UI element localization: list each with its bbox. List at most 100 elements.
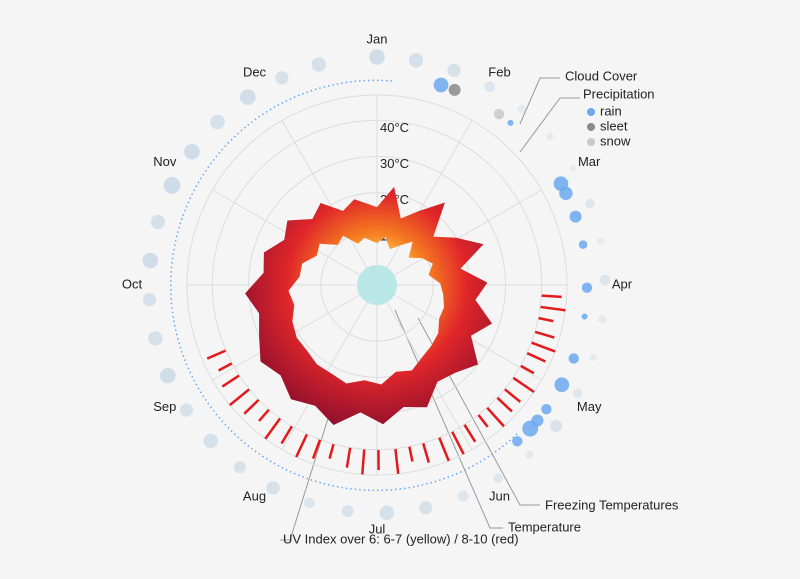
precip-bubble: [512, 436, 523, 447]
precip-bubble: [493, 108, 505, 120]
month-label: Sep: [153, 399, 176, 414]
spoke: [281, 120, 368, 268]
legend-title: Precipitation: [583, 86, 655, 101]
cloud-dot: [596, 237, 605, 246]
uv-bar: [280, 425, 293, 445]
uv-bar: [218, 362, 233, 372]
precip-bubble: [507, 119, 514, 126]
cloud-dot: [275, 71, 289, 85]
month-label: Feb: [488, 64, 510, 79]
cloud-dot: [484, 81, 495, 93]
cloud-dot: [447, 63, 461, 77]
precip-bubble: [541, 403, 552, 415]
precip-bubble: [578, 240, 588, 249]
uv-bar: [311, 439, 322, 460]
annotation: Cloud Cover: [565, 68, 638, 83]
uv-bar: [486, 406, 505, 428]
precip-bubble: [433, 77, 449, 93]
precip-bubble: [559, 186, 573, 201]
legend-label: sleet: [600, 118, 628, 133]
cloud-dot: [341, 505, 354, 518]
uv-bar: [477, 414, 489, 428]
uv-bar: [541, 294, 562, 299]
grid-line: [211, 119, 543, 451]
annotation: UV Index over 6: 6-7 (yellow) / 8-10 (re…: [283, 531, 519, 546]
cloud-dot: [148, 331, 163, 346]
uv-bar: [531, 341, 556, 353]
cloud-dot: [369, 49, 385, 65]
cloud-dot: [239, 89, 256, 105]
month-label: Dec: [243, 64, 267, 79]
cloud-dot: [546, 132, 554, 140]
center-disc: [357, 265, 397, 305]
cloud-dot: [569, 164, 577, 172]
precip-bubble: [554, 377, 570, 393]
precip-bubble: [448, 83, 461, 96]
uv-bar: [258, 408, 270, 422]
precip-bubble: [568, 353, 579, 364]
uv-bar: [328, 443, 335, 459]
cloud-dot: [585, 198, 595, 209]
uv-bar: [512, 376, 535, 394]
uv-bar: [295, 433, 309, 458]
month-label: Apr: [612, 276, 633, 291]
cloud-dot: [408, 53, 424, 68]
uv-bar: [520, 364, 535, 375]
temperature-band: [245, 186, 492, 425]
cloud-dot: [311, 57, 326, 72]
cloud-dot: [303, 497, 315, 509]
precip-baseline: [170, 79, 519, 492]
uv-bar: [534, 330, 555, 339]
cloud-dot: [517, 104, 527, 114]
cloud-dot: [179, 403, 194, 417]
cloud-dot: [150, 214, 166, 230]
cloud-dot: [379, 505, 395, 520]
month-label: Aug: [243, 489, 266, 504]
uv-bar: [228, 388, 250, 407]
cloud-dot: [599, 274, 611, 286]
uv-bar: [422, 443, 431, 463]
cloud-dot: [233, 461, 246, 474]
uv-bar: [345, 447, 352, 468]
spoke: [394, 189, 542, 276]
annotation-line: [519, 97, 580, 153]
legend-label: rain: [600, 103, 622, 118]
precip-bubble: [581, 313, 588, 320]
annotation-line: [519, 77, 560, 125]
cloud-dot: [184, 143, 200, 160]
uv-bar: [221, 374, 240, 388]
annotation: Temperature: [508, 519, 581, 534]
cloud-dot: [572, 388, 583, 399]
uv-bar: [438, 437, 450, 462]
legend-label: snow: [600, 133, 631, 148]
y-tick-label: 40°C: [380, 120, 409, 135]
cloud-dot: [457, 490, 469, 502]
uv-bar: [264, 417, 282, 440]
uv-bar: [451, 431, 465, 455]
precip-bubble: [569, 210, 582, 223]
cloud-dot: [142, 293, 157, 307]
cloud-dot: [163, 177, 181, 194]
y-tick-label: 30°C: [380, 156, 409, 171]
cloud-dot: [598, 315, 607, 324]
annotation: Freezing Temperatures: [545, 497, 679, 512]
uv-bar: [463, 424, 477, 443]
uv-bar: [361, 449, 366, 475]
uv-bar: [526, 352, 546, 363]
uv-bar: [496, 396, 513, 413]
uv-bar: [394, 448, 400, 474]
cloud-dot: [589, 353, 597, 361]
uv-bar: [504, 388, 522, 403]
legend-swatch: [587, 108, 595, 116]
cloud-dot: [142, 252, 159, 269]
month-label: Jan: [367, 31, 388, 46]
month-label: Jul: [369, 521, 386, 536]
uv-bar: [243, 399, 260, 415]
month-label: Mar: [578, 154, 601, 169]
uv-bar: [538, 316, 554, 323]
cloud-dot: [203, 433, 218, 449]
annotation-line: [417, 317, 540, 506]
cloud-dot: [525, 450, 534, 459]
precip-bubble: [522, 420, 539, 437]
